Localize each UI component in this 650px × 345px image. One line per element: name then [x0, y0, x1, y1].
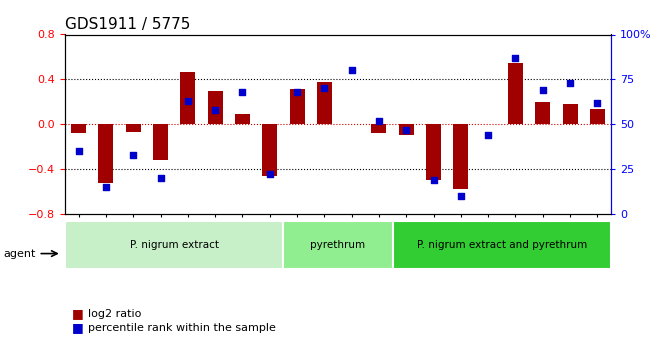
Text: log2 ratio: log2 ratio [88, 309, 141, 319]
FancyBboxPatch shape [393, 221, 611, 269]
Text: ■: ■ [72, 307, 83, 321]
Bar [535, 102, 551, 124]
Text: agent: agent [3, 249, 36, 258]
FancyBboxPatch shape [65, 221, 283, 269]
Point [101, 184, 111, 190]
Point [510, 55, 521, 61]
Bar [590, 108, 605, 124]
Point [183, 98, 193, 104]
Point [428, 177, 439, 183]
Text: pyrethrum: pyrethrum [311, 240, 365, 250]
Bar [71, 124, 86, 133]
Point [483, 132, 493, 138]
Bar [453, 124, 469, 189]
Point [538, 87, 548, 93]
Point [128, 152, 138, 157]
Bar [289, 89, 305, 124]
Point [374, 118, 384, 124]
Point [155, 175, 166, 181]
Text: P. nigrum extract: P. nigrum extract [130, 240, 218, 250]
Bar [508, 62, 523, 124]
Bar [180, 71, 196, 124]
Bar [98, 124, 114, 183]
Point [592, 100, 603, 106]
Bar [562, 104, 578, 124]
Bar [125, 124, 141, 132]
Bar [262, 124, 278, 176]
Point [565, 80, 575, 86]
Bar [207, 90, 223, 124]
Text: ■: ■ [72, 321, 83, 334]
Bar [235, 114, 250, 124]
Text: P. nigrum extract and pyrethrum: P. nigrum extract and pyrethrum [417, 240, 587, 250]
Point [265, 172, 275, 177]
Point [292, 89, 302, 95]
Bar [426, 124, 441, 180]
Text: GDS1911 / 5775: GDS1911 / 5775 [65, 17, 190, 32]
Text: percentile rank within the sample: percentile rank within the sample [88, 323, 276, 333]
FancyBboxPatch shape [283, 221, 393, 269]
Point [456, 193, 466, 199]
Point [237, 89, 248, 95]
Point [73, 148, 84, 154]
Bar [317, 81, 332, 124]
Point [401, 127, 411, 132]
Point [319, 86, 330, 91]
Point [346, 68, 357, 73]
Bar [398, 124, 414, 135]
Bar [153, 124, 168, 160]
Bar [371, 124, 387, 133]
Point [210, 107, 220, 112]
